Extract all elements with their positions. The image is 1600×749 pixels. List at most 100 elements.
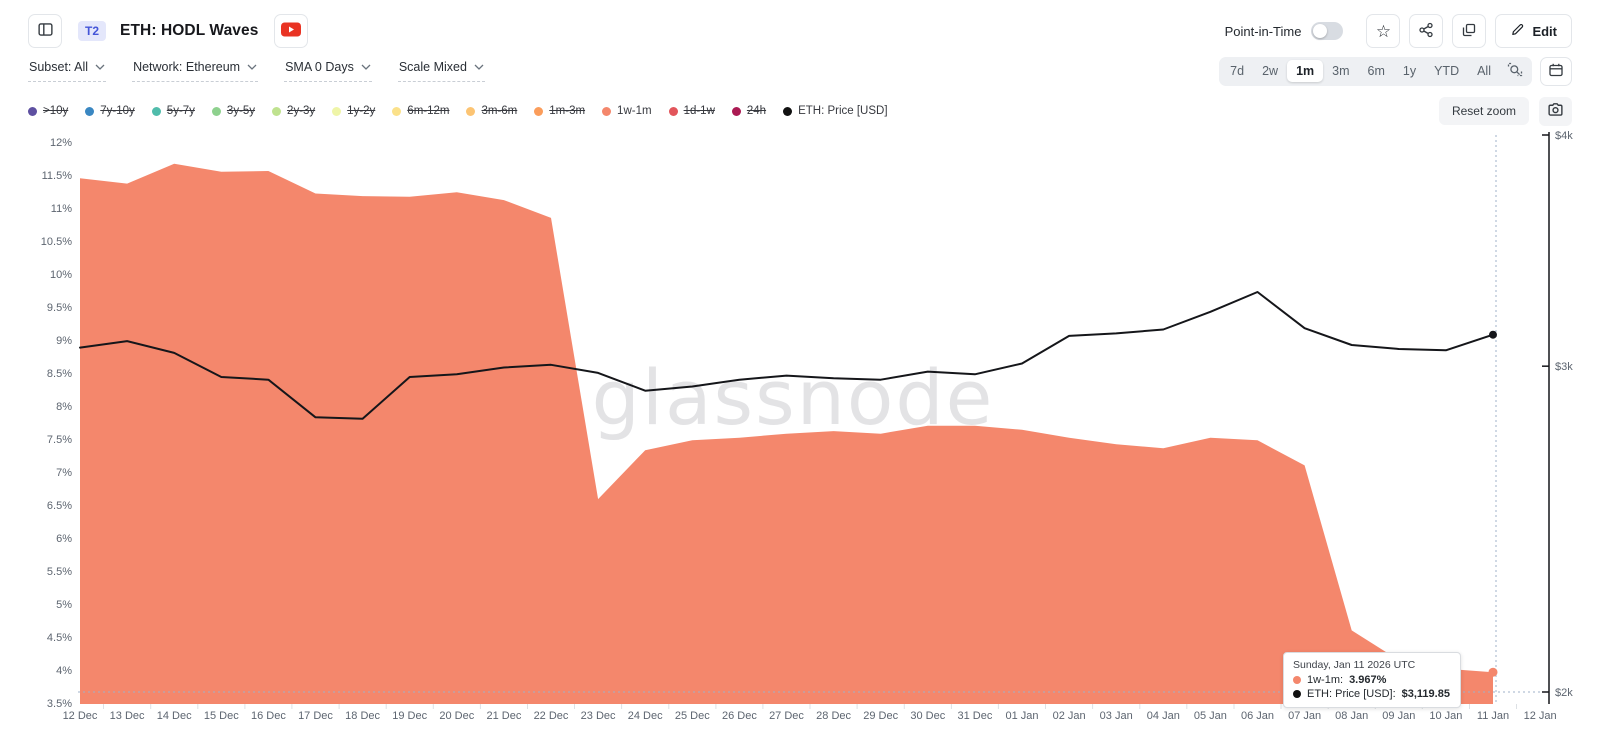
- range-6m[interactable]: 6m: [1359, 60, 1394, 82]
- legend-item-6m-12m[interactable]: 6m-12m: [392, 105, 449, 117]
- x-tick: 21 Dec: [486, 710, 521, 722]
- y-left-tick: 4.5%: [47, 632, 72, 644]
- y-right-tick: $4k: [1555, 130, 1573, 142]
- y-left-tick: 5.5%: [47, 566, 72, 578]
- x-tick: 26 Dec: [722, 710, 757, 722]
- legend-item-1w-1m[interactable]: 1w-1m: [602, 105, 652, 117]
- x-tick: 23 Dec: [581, 710, 616, 722]
- x-tick: 27 Dec: [769, 710, 804, 722]
- legend-dot: [392, 106, 402, 116]
- legend-item-5y-7y[interactable]: 5y-7y: [151, 105, 195, 117]
- legend-right: Reset zoom: [1438, 96, 1572, 126]
- copy-button[interactable]: [1452, 14, 1487, 48]
- range-1y[interactable]: 1y: [1394, 60, 1425, 82]
- legend-item-1d-1w[interactable]: 1d-1w: [668, 105, 715, 117]
- legend-item-24h[interactable]: 24h: [731, 105, 766, 117]
- favorite-button[interactable]: ☆: [1366, 14, 1401, 48]
- legend-label: 6m-12m: [407, 105, 450, 117]
- x-tick: 11 Jan: [1477, 710, 1509, 722]
- x-tick: 19 Dec: [392, 710, 427, 722]
- point-in-time-toggle[interactable]: [1311, 22, 1344, 40]
- dropdown-scale[interactable]: Scale Mixed: [397, 60, 485, 82]
- legend-item-1y-2y[interactable]: 1y-2y: [332, 105, 375, 117]
- y-left-tick: 7.5%: [47, 434, 72, 446]
- y-left-tick: 11.5%: [42, 170, 73, 182]
- x-tick: 28 Dec: [816, 710, 851, 722]
- legend-dot: [332, 106, 342, 116]
- dropdown-label: Scale Mixed: [398, 60, 467, 74]
- x-tick: 30 Dec: [910, 710, 945, 722]
- x-tick: 18 Dec: [345, 710, 380, 722]
- screenshot-button[interactable]: [1539, 96, 1572, 126]
- legend-item-2y-3y[interactable]: 2y-3y: [272, 105, 315, 117]
- legend-item-7y-10y[interactable]: 7y-10y: [85, 105, 135, 117]
- edit-button-label: Edit: [1532, 23, 1557, 39]
- range-ytd[interactable]: YTD: [1425, 60, 1468, 82]
- legend-label: 1d-1w: [683, 105, 715, 117]
- x-tick: 01 Jan: [1005, 710, 1038, 722]
- legend-label: 2y-3y: [287, 105, 316, 117]
- range-all[interactable]: All: [1468, 60, 1500, 82]
- legend-dot: [534, 106, 544, 116]
- legend-dot: [668, 106, 678, 116]
- x-tick: 14 Dec: [157, 710, 192, 722]
- header-left: T2 ETH: HODL Waves: [28, 14, 309, 48]
- range-buttons: 7d 2w 1m 3m 6m 1y YTD All: [1221, 60, 1500, 82]
- share-button[interactable]: [1409, 14, 1444, 48]
- y-left-tick: 10%: [50, 269, 72, 281]
- tooltip-row: ETH: Price [USD]: $3,119.85: [1293, 688, 1451, 700]
- calendar-button[interactable]: [1540, 56, 1572, 86]
- range-7d[interactable]: 7d: [1221, 60, 1253, 82]
- y-left-tick: 11%: [51, 203, 72, 215]
- range-2w[interactable]: 2w: [1253, 60, 1287, 82]
- legend-item-3m-6m[interactable]: 3m-6m: [466, 105, 517, 117]
- legend-dot: [272, 106, 282, 116]
- dropdown-label: Subset: All: [29, 60, 89, 74]
- y-left-tick: 9%: [56, 335, 72, 347]
- legend-dot: [211, 106, 221, 116]
- tooltip-series-dot: [1293, 690, 1301, 698]
- legend-label: 1y-2y: [347, 105, 376, 117]
- dropdown-label: SMA 0 Days: [285, 60, 354, 74]
- legend-item-1m-3m[interactable]: 1m-3m: [534, 105, 585, 117]
- y-left-tick: 4%: [56, 665, 72, 677]
- zoom-area-icon: [1507, 62, 1523, 81]
- hodl-wave-area-1w-1m: [80, 163, 1493, 705]
- legend-label: >10y: [43, 105, 69, 117]
- sidebar-toggle-button[interactable]: [28, 14, 62, 48]
- dropdown-sma[interactable]: SMA 0 Days: [284, 60, 372, 82]
- eth-price-line: [79, 291, 1494, 420]
- x-tick: 13 Dec: [110, 710, 145, 722]
- x-tick: 29 Dec: [863, 710, 898, 722]
- dropdown-subset[interactable]: Subset: All: [28, 60, 107, 82]
- calendar-icon: [1548, 62, 1564, 81]
- chart-area[interactable]: glassnode 12% 11.5% 11% 10.5% 10% 9.5% 9% 8.5% 8%…: [0, 127, 1600, 741]
- panel-left-icon: [37, 21, 54, 41]
- tooltip-series-value: 3.967%: [1349, 674, 1387, 686]
- dropdown-label: Network: Ethereum: [133, 60, 241, 74]
- star-icon: ☆: [1375, 21, 1392, 41]
- toolbar: Subset: All Network: Ethereum SMA 0 Days Sc…: [0, 49, 1600, 87]
- x-tick: 10 Jan: [1429, 710, 1462, 722]
- legend-label: 1w-1m: [617, 105, 652, 117]
- tier-badge: T2: [78, 21, 107, 41]
- legend-dot: [783, 106, 793, 116]
- y-left-tick: 10.5%: [41, 236, 72, 248]
- range-1m[interactable]: 1m: [1287, 60, 1324, 82]
- x-tick: 08 Jan: [1335, 710, 1368, 722]
- range-3m[interactable]: 3m: [1323, 60, 1358, 82]
- legend-item-eth-price-usd[interactable]: ETH: Price [USD]: [783, 105, 888, 117]
- legend-item-10y[interactable]: >10y: [28, 105, 68, 117]
- x-tick: 16 Dec: [251, 710, 286, 722]
- x-tick: 15 Dec: [204, 710, 239, 722]
- youtube-button[interactable]: [274, 14, 309, 48]
- point-in-time-label: Point-in-Time: [1224, 23, 1302, 39]
- dropdown-network[interactable]: Network: Ethereum: [132, 60, 259, 82]
- reset-zoom-button[interactable]: Reset zoom: [1438, 97, 1529, 125]
- zoom-selection-button[interactable]: [1500, 59, 1530, 84]
- edit-button[interactable]: Edit: [1495, 14, 1572, 48]
- legend-item-3y-5y[interactable]: 3y-5y: [211, 105, 255, 117]
- legend-dot: [85, 106, 95, 116]
- y-left-tick: 9.5%: [47, 302, 72, 314]
